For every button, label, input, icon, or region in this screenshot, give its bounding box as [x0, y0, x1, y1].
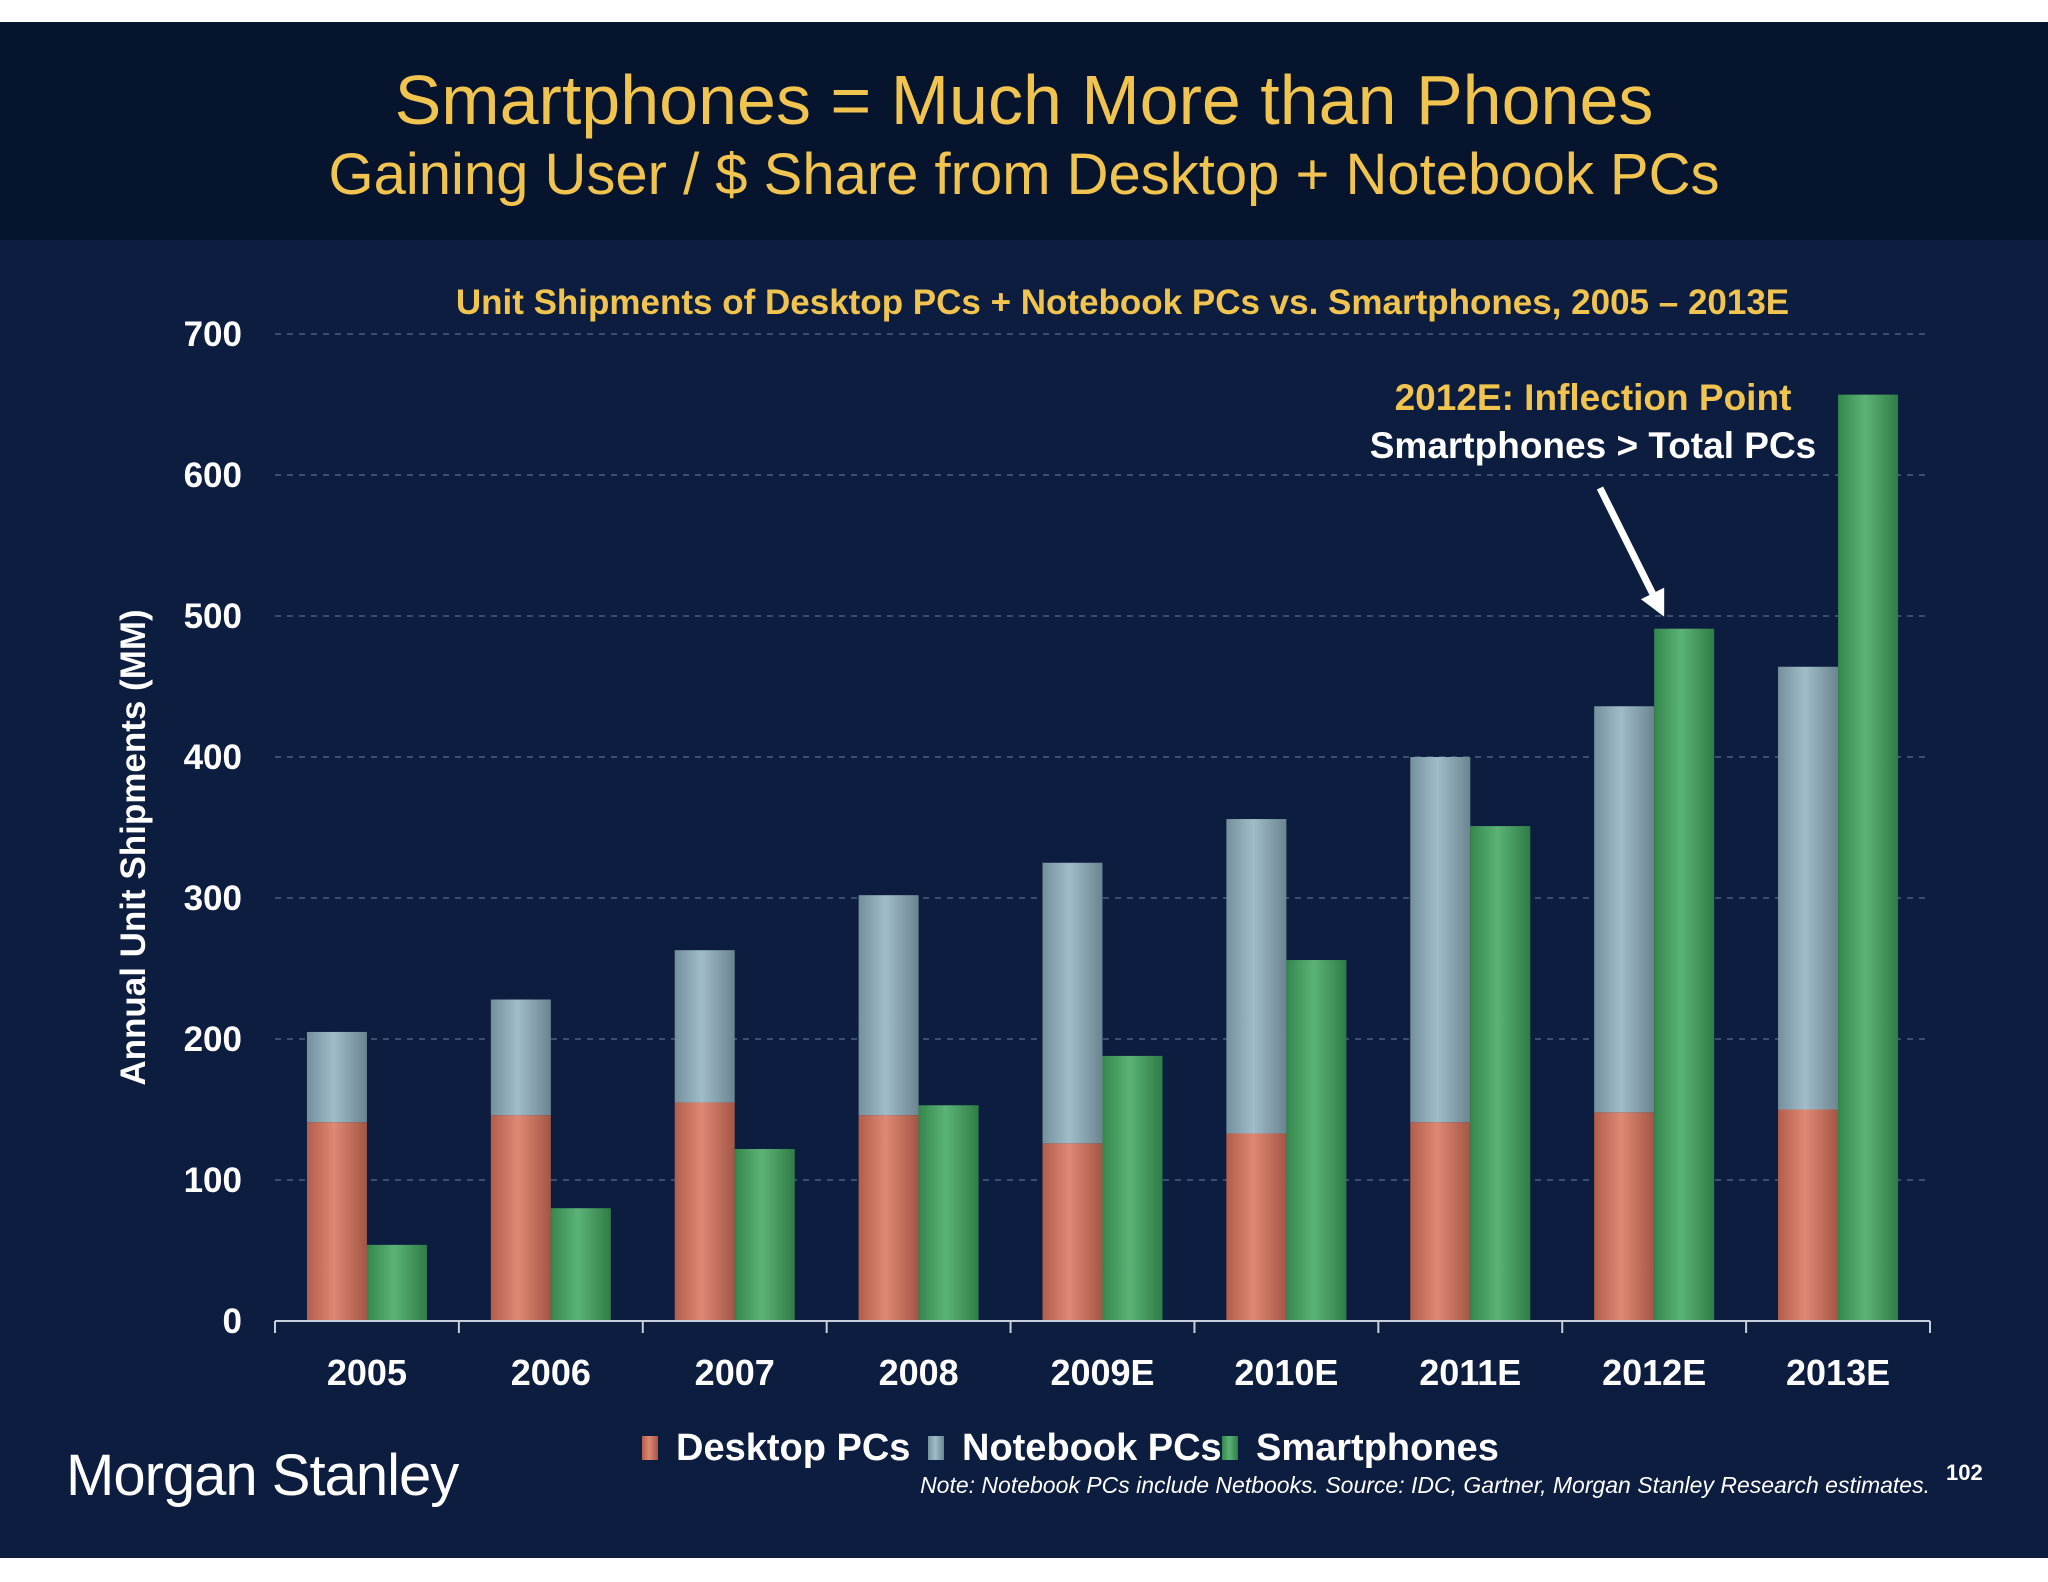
y-tick-label: 300	[184, 879, 242, 918]
chart-title: Unit Shipments of Desktop PCs + Notebook…	[456, 283, 1789, 322]
legend-swatch-smartphones	[1222, 1436, 1238, 1460]
header-banner	[0, 22, 2048, 240]
annotation-arrow	[1596, 486, 1656, 595]
bar-desktop-pcs-2008	[858, 1115, 919, 1321]
x-tick-label: 2012E	[1602, 1352, 1706, 1393]
y-tick-label: 0	[223, 1302, 242, 1341]
x-tick-label: 2005	[327, 1352, 407, 1393]
bar-smartphones-2008	[918, 1105, 979, 1321]
legend-label-smartphones: Smartphones	[1256, 1427, 1499, 1469]
x-tick-label: 2006	[511, 1352, 591, 1393]
bar-desktop-pcs-2013e	[1778, 1109, 1839, 1321]
x-tick-label: 2007	[695, 1352, 775, 1393]
legend-swatch-desktop-pcs	[642, 1436, 658, 1460]
page-number: 102	[1946, 1460, 1983, 1485]
annotation-text: Smartphones > Total PCs	[1370, 425, 1817, 466]
slide: Smartphones = Much More than Phones Gain…	[0, 22, 2048, 1558]
bar-layer	[306, 394, 1899, 1321]
x-tick-label: 2008	[879, 1352, 959, 1393]
bar-smartphones-2005	[366, 1244, 427, 1321]
bar-notebook-pcs-2007	[674, 950, 735, 1103]
slide-subtitle: Gaining User / $ Share from Desktop + No…	[328, 142, 1720, 207]
y-tick-label: 200	[184, 1020, 242, 1059]
x-tick-label: 2010E	[1234, 1352, 1338, 1393]
legend-label-desktop-pcs: Desktop PCs	[676, 1427, 910, 1469]
x-tick-label: 2011E	[1419, 1352, 1521, 1393]
bar-smartphones-2012e	[1654, 628, 1715, 1321]
bar-smartphones-2009e	[1102, 1055, 1163, 1321]
slide-title: Smartphones = Much More than Phones	[394, 61, 1654, 139]
y-tick-label: 400	[184, 738, 242, 777]
bar-notebook-pcs-2013e	[1778, 666, 1839, 1110]
x-tick-label: 2009E	[1050, 1352, 1154, 1393]
legend-label-notebook-pcs: Notebook PCs	[962, 1427, 1222, 1469]
bar-notebook-pcs-2012e	[1594, 706, 1655, 1113]
label-layer: Unit Shipments of Desktop PCs + Notebook…	[114, 283, 1890, 1469]
bar-notebook-pcs-2008	[858, 895, 919, 1116]
y-axis-label: Annual Unit Shipments (MM)	[114, 609, 153, 1085]
bar-desktop-pcs-2010e	[1226, 1133, 1287, 1321]
morgan-stanley-logo: Morgan Stanley	[66, 1443, 459, 1508]
bar-notebook-pcs-2011e	[1410, 757, 1471, 1123]
bar-desktop-pcs-2012e	[1594, 1112, 1655, 1321]
bar-smartphones-2010e	[1286, 960, 1347, 1321]
legend-swatch-notebook-pcs	[928, 1436, 944, 1460]
bar-notebook-pcs-2006	[490, 999, 551, 1116]
y-tick-label: 500	[184, 597, 242, 636]
bar-smartphones-2007	[734, 1148, 795, 1321]
bar-desktop-pcs-2009e	[1042, 1143, 1103, 1321]
bar-smartphones-2006	[550, 1208, 611, 1321]
bar-desktop-pcs-2005	[306, 1122, 367, 1321]
x-tick-label: 2013E	[1786, 1352, 1890, 1393]
bar-notebook-pcs-2010e	[1226, 819, 1287, 1134]
y-tick-label: 600	[184, 456, 242, 495]
annotation-title: 2012E: Inflection Point	[1395, 377, 1792, 418]
bar-notebook-pcs-2009e	[1042, 862, 1103, 1144]
bar-desktop-pcs-2011e	[1410, 1122, 1471, 1321]
y-tick-label: 700	[184, 315, 242, 354]
bar-desktop-pcs-2007	[674, 1102, 735, 1321]
bar-notebook-pcs-2005	[306, 1031, 367, 1123]
chart: Unit Shipments of Desktop PCs + Notebook…	[114, 283, 1931, 1469]
bar-desktop-pcs-2006	[490, 1115, 551, 1321]
y-tick-label: 100	[184, 1161, 242, 1200]
bar-smartphones-2011e	[1470, 826, 1531, 1321]
axis-layer	[274, 1320, 1931, 1333]
source-note: Note: Notebook PCs include Netbooks. Sou…	[920, 1472, 1930, 1498]
bar-smartphones-2013e	[1838, 394, 1899, 1321]
annotation-arrowhead	[1640, 587, 1665, 617]
